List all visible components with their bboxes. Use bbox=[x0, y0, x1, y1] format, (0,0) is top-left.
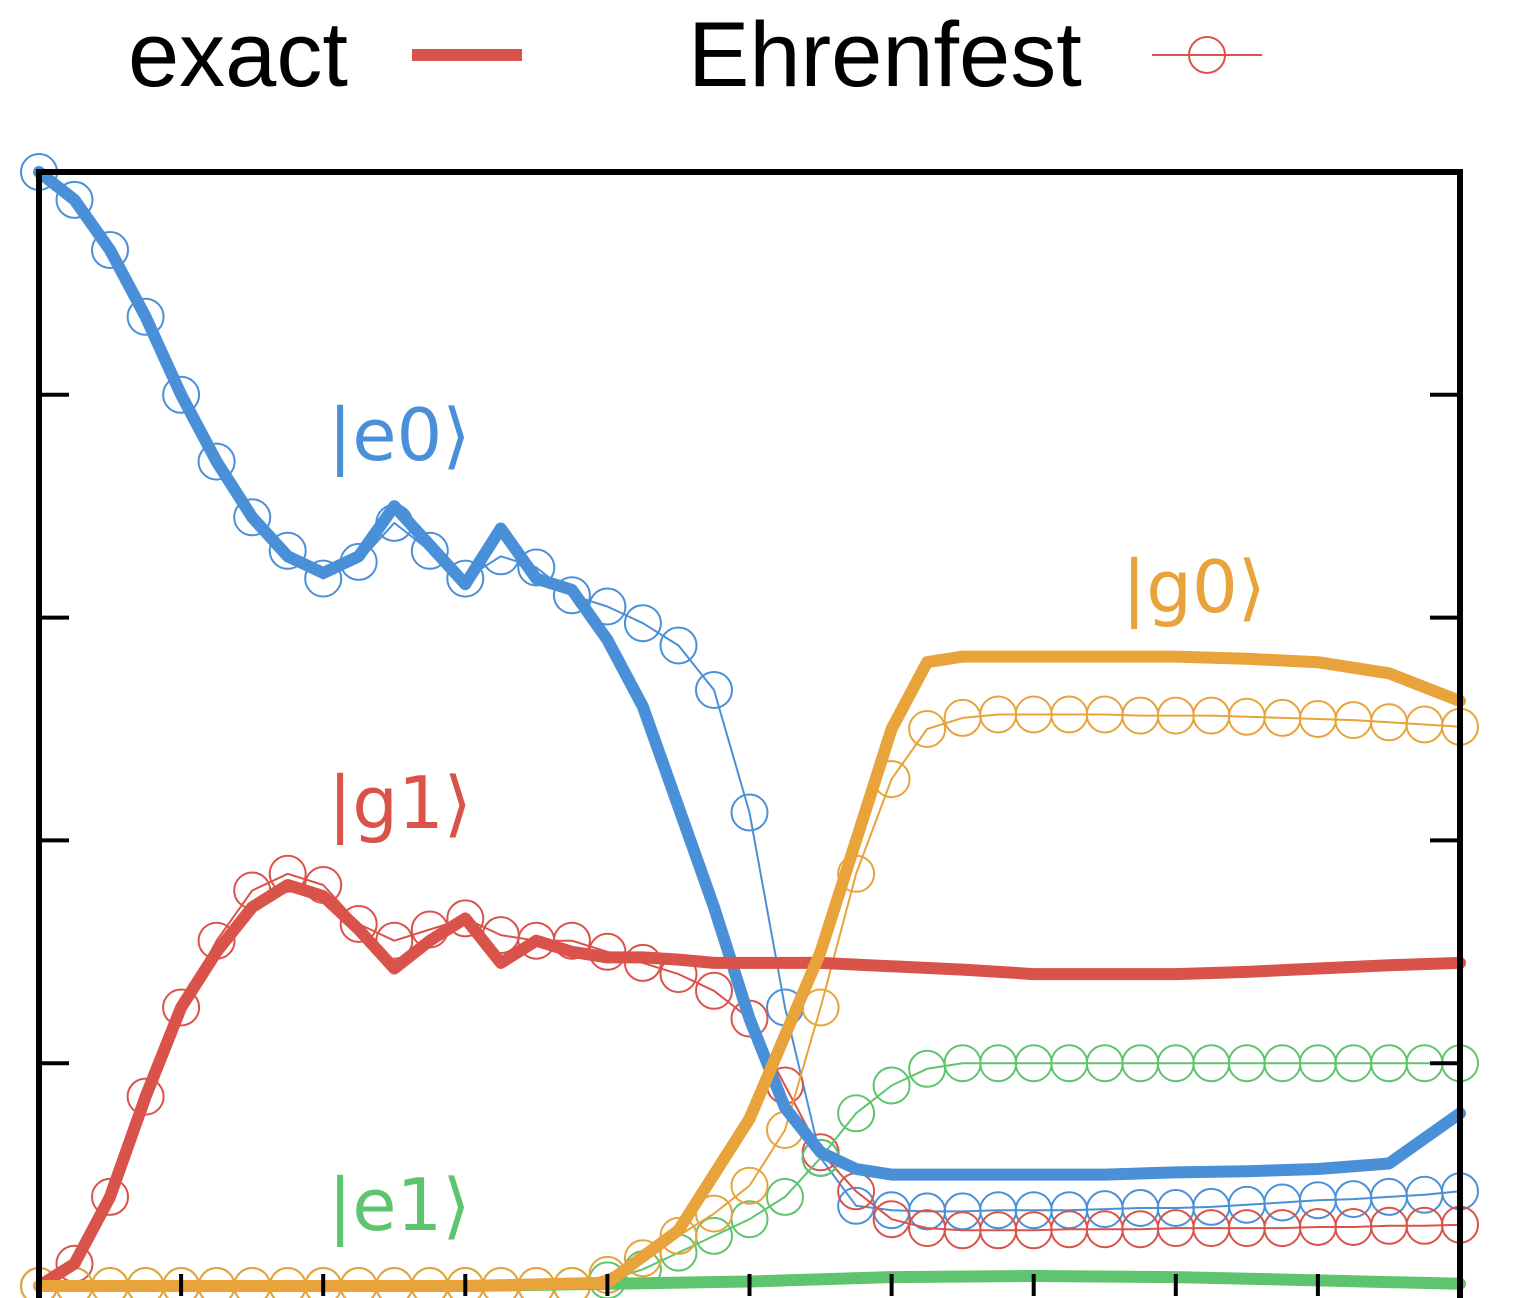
data-point-e0 bbox=[517, 548, 556, 587]
data-point-e0 bbox=[197, 442, 236, 481]
state-label-e1: |e1⟩ bbox=[328, 1163, 470, 1248]
state-label-g0: |g0⟩ bbox=[1122, 545, 1266, 630]
data-point-e0 bbox=[623, 604, 662, 643]
data-point-g1 bbox=[126, 1077, 165, 1116]
plot-frame bbox=[36, 169, 1463, 1298]
data-point-g0 bbox=[730, 1166, 769, 1205]
data-point-g1 bbox=[91, 1177, 129, 1216]
legend-label-ehrenfest: Ehrenfest bbox=[688, 4, 1082, 106]
data-point-e1 bbox=[766, 1177, 804, 1216]
data-point-e0 bbox=[126, 297, 165, 336]
plot-area bbox=[20, 153, 1479, 1298]
axis-ticks bbox=[39, 392, 1460, 1296]
series-line-exact-g1 bbox=[33, 879, 1466, 1292]
series-line-ehrenfest-e0 bbox=[38, 171, 1461, 1213]
data-point-g1 bbox=[339, 905, 378, 943]
data-point-e0 bbox=[55, 180, 94, 219]
data-point-e0 bbox=[162, 375, 201, 414]
state-label-e0: |e0⟩ bbox=[328, 393, 470, 478]
data-point-e0 bbox=[695, 671, 733, 709]
data-point-e0 bbox=[268, 531, 307, 570]
data-point-e0 bbox=[730, 793, 769, 832]
data-point-e1 bbox=[837, 1094, 876, 1133]
data-point-g1 bbox=[695, 971, 733, 1010]
legend-marker-ehrenfest bbox=[1188, 36, 1226, 74]
data-point-g0 bbox=[623, 1239, 662, 1278]
data-point-e0 bbox=[304, 559, 343, 598]
data-point-e1 bbox=[872, 1066, 911, 1105]
legend-label-exact: exact bbox=[128, 4, 348, 106]
state-labels: |e0⟩ |g1⟩ |e1⟩ |g0⟩ bbox=[328, 393, 1266, 1248]
data-point-e0 bbox=[552, 576, 591, 615]
data-point-e0 bbox=[659, 626, 698, 665]
series-line-exact-e0 bbox=[33, 166, 1466, 1181]
data-point-e0 bbox=[91, 231, 129, 269]
data-point-g0 bbox=[659, 1216, 698, 1255]
data-point-g1 bbox=[162, 988, 201, 1027]
data-point-e0 bbox=[233, 498, 272, 537]
state-label-g1: |g1⟩ bbox=[328, 761, 472, 846]
legend: exact Ehrenfest bbox=[128, 4, 1262, 106]
data-point-e0 bbox=[410, 531, 449, 570]
data-point-g1 bbox=[446, 899, 485, 938]
data-point-g1 bbox=[872, 1200, 911, 1239]
data-point-g0 bbox=[908, 710, 947, 748]
series-line-ehrenfest-g1 bbox=[38, 872, 1461, 1287]
series-line-exact-g0 bbox=[33, 650, 1466, 1292]
data-point-e0 bbox=[446, 559, 485, 598]
